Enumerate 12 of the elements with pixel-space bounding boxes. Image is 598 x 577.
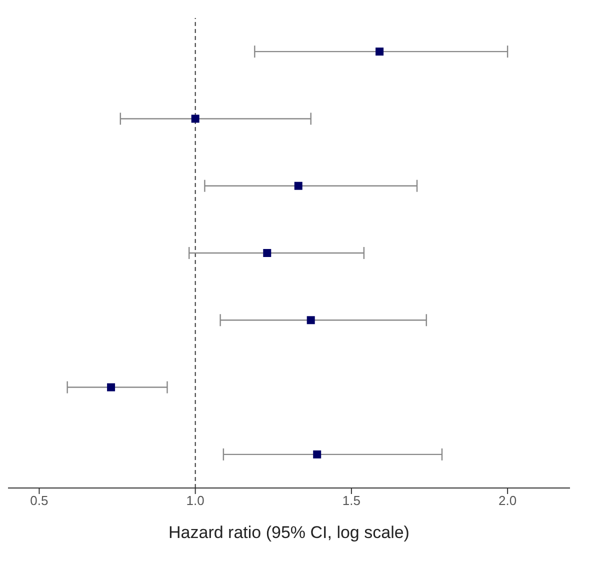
point [191, 114, 200, 123]
point [263, 249, 272, 257]
x-tick-label: 1.0 [186, 493, 204, 508]
point [306, 316, 315, 324]
point [376, 48, 384, 56]
point [313, 450, 322, 458]
point [294, 182, 302, 190]
x-tick-label: 0.5 [30, 493, 48, 508]
x-axis-title: Hazard ratio (95% CI, log scale) [168, 523, 410, 542]
x-tick-label: 1.5 [342, 493, 360, 508]
x-tick-label: 2.0 [498, 493, 517, 508]
point [107, 383, 116, 392]
